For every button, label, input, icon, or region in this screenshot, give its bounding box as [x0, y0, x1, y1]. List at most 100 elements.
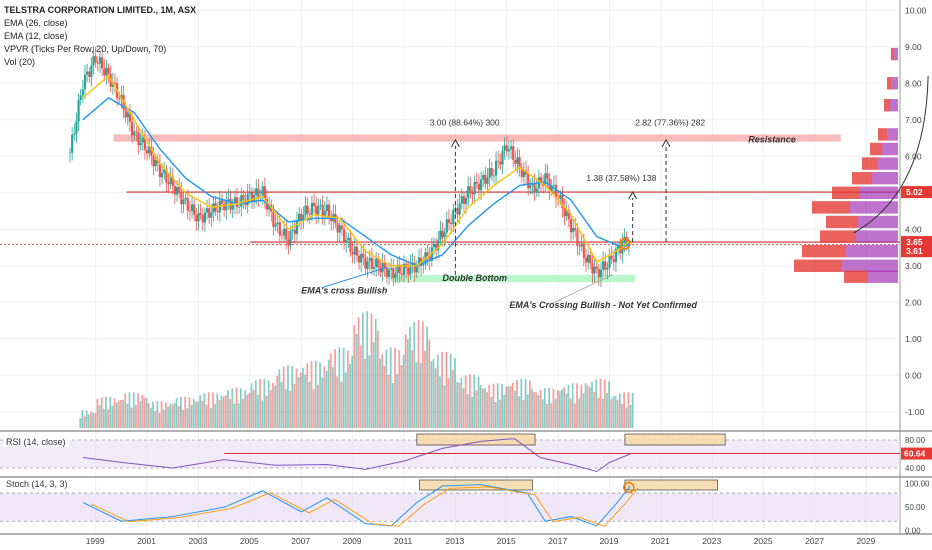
- candle-body: [432, 243, 436, 248]
- year-tick: 1999: [86, 536, 105, 546]
- legend-ema26[interactable]: EMA (26, close): [4, 18, 68, 28]
- volume-bar: [304, 374, 306, 429]
- candle-body: [578, 245, 581, 247]
- candle-body: [203, 212, 206, 223]
- candle-body: [135, 131, 138, 133]
- volume-bar: [312, 389, 315, 429]
- candle-body: [83, 74, 87, 90]
- candle-body: [103, 68, 106, 76]
- volume-bar: [372, 342, 375, 429]
- year-tick: 2003: [188, 536, 207, 546]
- volume-bar: [229, 399, 232, 429]
- volume-bar: [171, 404, 174, 429]
- price-tick: 1.00: [905, 334, 922, 344]
- annotations: Resistance Double Bottom EMA's cross Bulli…: [301, 118, 796, 310]
- price-tick: 0.00: [905, 370, 922, 380]
- volume-bar: [484, 388, 486, 429]
- candle-body: [623, 236, 626, 244]
- candle-body: [137, 132, 140, 146]
- legend-ema12[interactable]: EMA (12, close): [4, 31, 68, 41]
- volume-bar: [231, 388, 234, 429]
- price-badge: [901, 236, 932, 249]
- candle-body: [300, 213, 303, 221]
- candle-body: [238, 206, 241, 208]
- vpvr-down-bar: [884, 98, 890, 112]
- candle-body: [597, 268, 600, 278]
- year-tick: 2011: [394, 536, 413, 546]
- volume-bar: [197, 401, 199, 429]
- candle-body: [107, 67, 110, 74]
- volume-bar: [603, 379, 606, 429]
- volume-bar: [479, 384, 482, 429]
- volume-bar: [351, 355, 354, 429]
- candle-body: [173, 186, 177, 195]
- candle-body: [285, 228, 288, 240]
- volume-bar: [94, 413, 97, 429]
- price-tick: 8.00: [905, 78, 922, 88]
- volume-bar: [599, 378, 602, 429]
- stoch-label[interactable]: Stoch (14, 3, 3): [3, 479, 71, 489]
- candle-body: [133, 131, 136, 136]
- candle-body: [580, 243, 583, 247]
- legend-vol[interactable]: Vol (20): [4, 57, 36, 67]
- volume-bar: [631, 393, 634, 429]
- candle-body: [143, 137, 147, 150]
- candle-body: [336, 223, 339, 233]
- volume-bar: [160, 401, 163, 429]
- vpvr-down-bar: [832, 186, 860, 199]
- volume-bar: [329, 353, 332, 429]
- volume-bar: [239, 388, 242, 429]
- volume-bar: [188, 397, 191, 429]
- volume-bar: [464, 375, 467, 429]
- candle-body: [180, 191, 183, 205]
- candle-body: [90, 65, 93, 77]
- volume-bar: [398, 350, 401, 429]
- volume-bar: [355, 333, 358, 429]
- volume-bar: [447, 378, 450, 429]
- volume-bar: [120, 399, 122, 429]
- candle-body: [413, 262, 416, 273]
- candle-body: [546, 173, 549, 179]
- volume-bar: [424, 350, 426, 429]
- volume-bar: [182, 409, 184, 429]
- volume-bar: [152, 401, 154, 429]
- candle-body: [306, 205, 309, 214]
- volume-bar: [338, 347, 341, 429]
- volume-bar: [385, 349, 388, 429]
- volume-bar: [443, 385, 446, 429]
- volume-bar: [150, 408, 152, 429]
- candle-body: [497, 160, 500, 162]
- volume-bar: [606, 392, 608, 429]
- volume-bar: [368, 355, 371, 429]
- volume-bar: [608, 381, 611, 429]
- candle-body: [572, 227, 575, 233]
- candle-body: [492, 175, 496, 177]
- volume-bar: [522, 400, 525, 429]
- volume-bar: [162, 409, 165, 429]
- candle-body: [381, 262, 384, 273]
- volume-bar: [111, 405, 114, 429]
- candle-body: [584, 257, 588, 263]
- candle-body: [437, 239, 440, 251]
- volume-bar: [591, 381, 593, 429]
- volume-bar: [340, 381, 343, 429]
- volume-bar: [462, 388, 465, 429]
- volume-bar: [87, 414, 90, 429]
- vpvr-down-bar: [812, 201, 850, 214]
- volume-bar: [227, 389, 229, 429]
- candle-body: [105, 67, 108, 76]
- legend: TELSTRA CORPORATION LIMITED., 1M, ASX EM…: [4, 4, 196, 69]
- candle-body: [169, 176, 172, 185]
- volume-bar: [201, 400, 204, 429]
- candle-body: [231, 204, 234, 210]
- rsi-label[interactable]: RSI (14, close): [3, 437, 69, 447]
- candle-body: [400, 273, 403, 275]
- volume-bar: [516, 379, 518, 429]
- candle-body: [184, 197, 187, 200]
- candle-body: [145, 149, 149, 154]
- legend-vpvr[interactable]: VPVR (Ticks Per Row, 20, Up/Down, 70): [4, 44, 167, 54]
- vpvr-down-bar: [852, 171, 872, 185]
- crossing-circle: [619, 238, 631, 250]
- candle-body: [473, 181, 476, 195]
